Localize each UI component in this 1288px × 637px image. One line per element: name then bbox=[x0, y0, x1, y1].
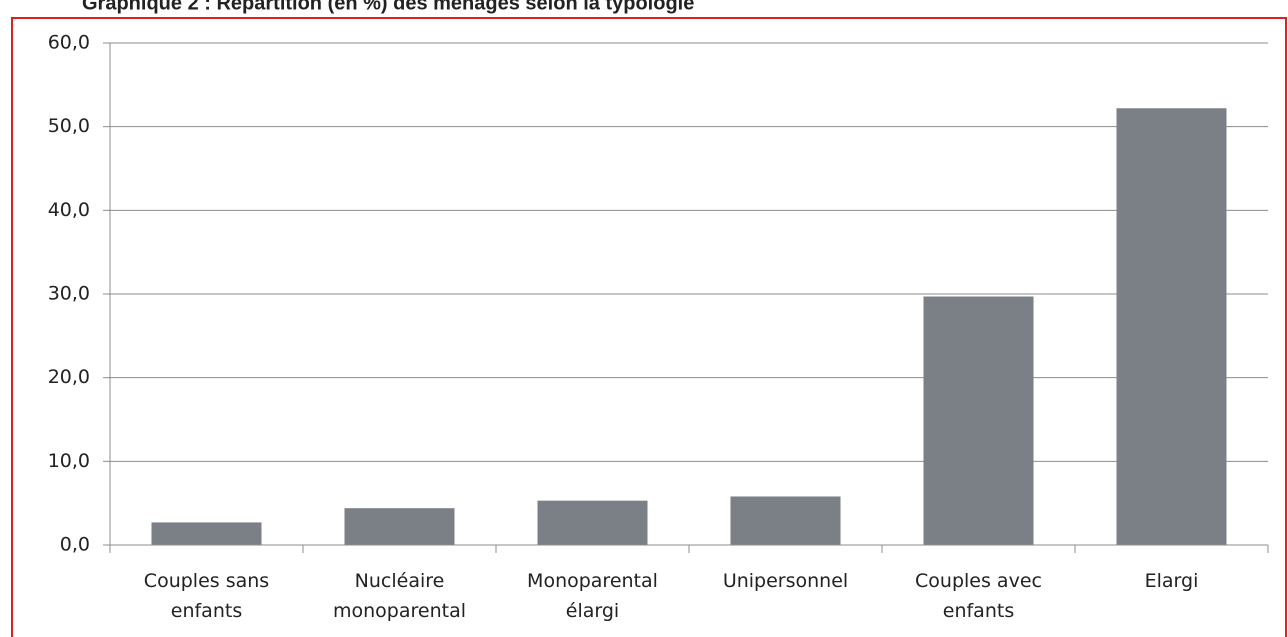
bar bbox=[730, 496, 841, 545]
x-tick-label: Nucléaire monoparental bbox=[333, 570, 466, 622]
x-tick-label: Monoparental élargi bbox=[527, 570, 658, 622]
bar bbox=[1116, 108, 1227, 545]
x-tick-label: Unipersonnel bbox=[722, 570, 849, 592]
y-tick-label: 0,0 bbox=[60, 534, 90, 556]
x-tick-label: Couples sans enfants bbox=[143, 570, 270, 622]
y-tick-label: 40,0 bbox=[48, 199, 90, 221]
y-tick-label: 50,0 bbox=[48, 115, 90, 137]
x-tick-label: Elargi bbox=[1144, 570, 1199, 592]
y-tick-label: 30,0 bbox=[48, 283, 90, 305]
x-tick-label: Couples avec enfants bbox=[915, 570, 1042, 622]
y-tick-label: 10,0 bbox=[48, 450, 90, 472]
bar bbox=[537, 500, 648, 545]
chart-title: Graphique 2 : Répartition (en %) des mén… bbox=[82, 0, 694, 14]
frame bbox=[11, 17, 1287, 637]
bar bbox=[923, 296, 1034, 545]
bar bbox=[151, 522, 262, 545]
y-tick-label: 60,0 bbox=[48, 32, 90, 54]
y-tick-label: 20,0 bbox=[48, 366, 90, 388]
bar bbox=[344, 508, 455, 545]
